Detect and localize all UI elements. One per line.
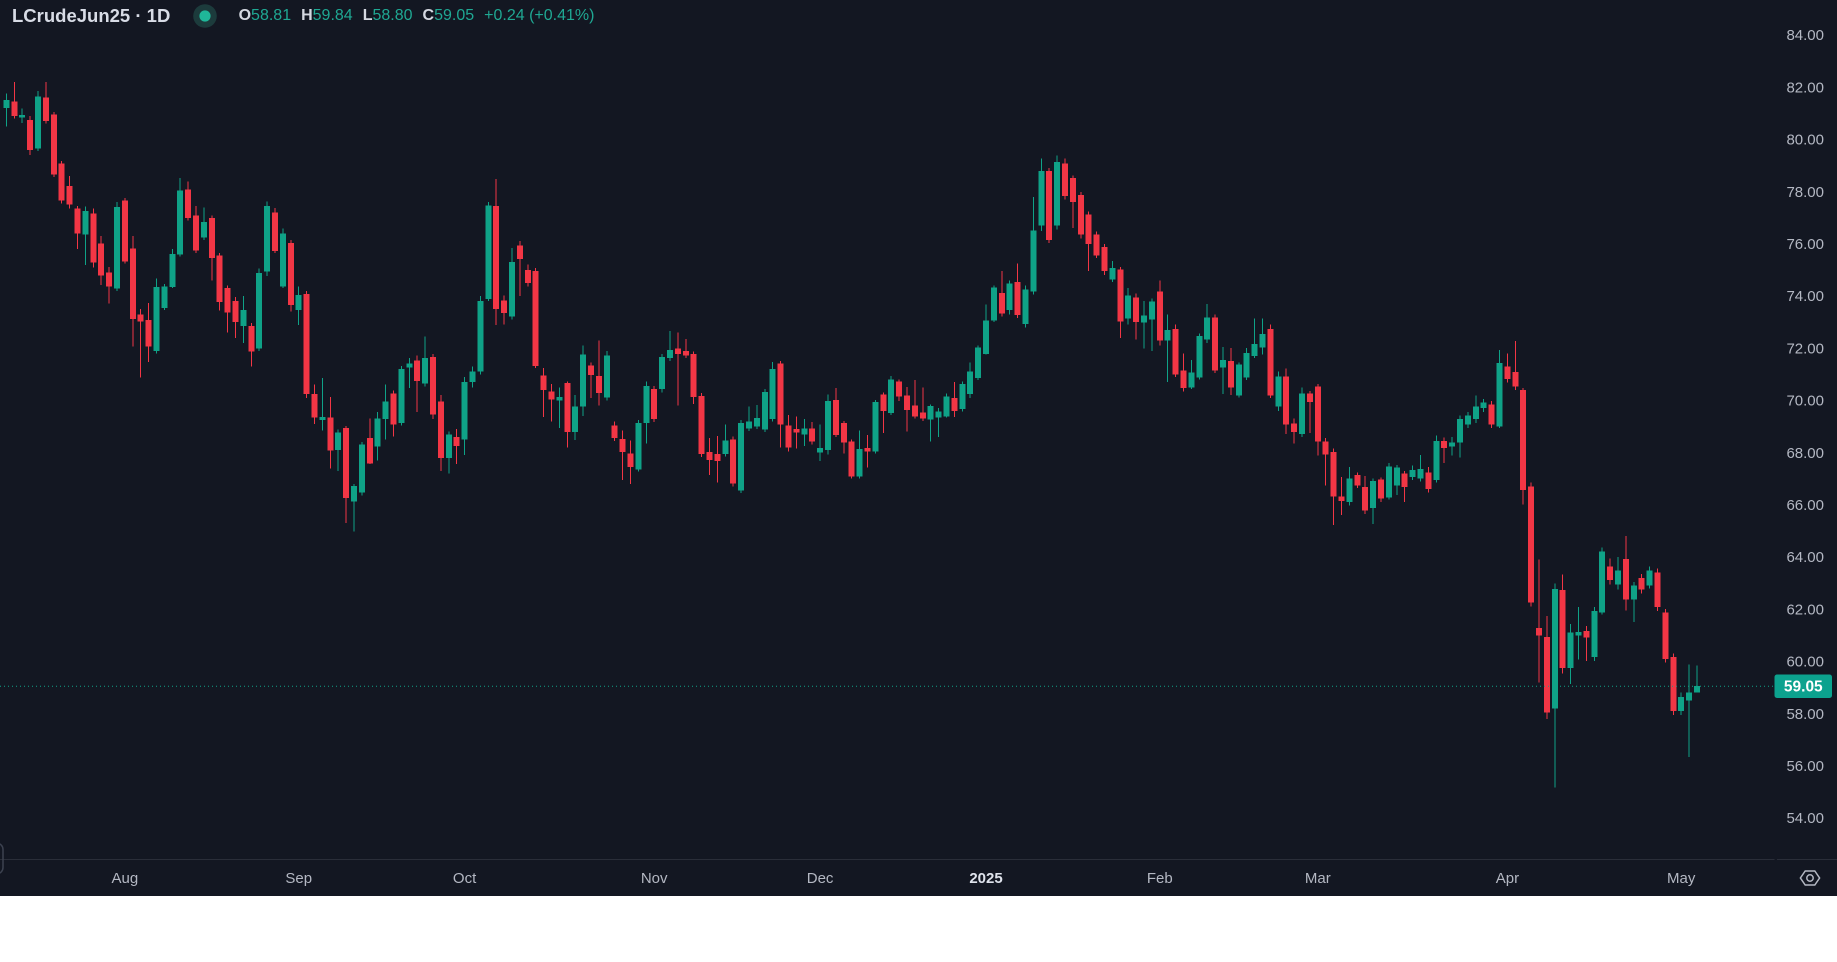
svg-text:66.00: 66.00 bbox=[1786, 497, 1824, 514]
svg-text:60.00: 60.00 bbox=[1786, 654, 1824, 671]
svg-text:Dec: Dec bbox=[807, 870, 834, 887]
svg-text:Aug: Aug bbox=[112, 870, 139, 887]
svg-text:Mar: Mar bbox=[1305, 870, 1331, 887]
svg-text:76.00: 76.00 bbox=[1786, 236, 1824, 253]
svg-text:78.00: 78.00 bbox=[1786, 184, 1824, 201]
svg-text:Sep: Sep bbox=[285, 870, 312, 887]
svg-text:Oct: Oct bbox=[453, 870, 477, 887]
svg-text:68.00: 68.00 bbox=[1786, 445, 1824, 462]
svg-text:72.00: 72.00 bbox=[1786, 340, 1824, 357]
svg-text:80.00: 80.00 bbox=[1786, 132, 1824, 149]
svg-text:56.00: 56.00 bbox=[1786, 758, 1824, 775]
svg-text:Apr: Apr bbox=[1496, 870, 1519, 887]
svg-text:82.00: 82.00 bbox=[1786, 79, 1824, 96]
svg-text:Feb: Feb bbox=[1147, 870, 1173, 887]
svg-text:62.00: 62.00 bbox=[1786, 601, 1824, 618]
svg-text:54.00: 54.00 bbox=[1786, 810, 1824, 827]
svg-text:May: May bbox=[1667, 870, 1696, 887]
svg-text:2025: 2025 bbox=[969, 870, 1002, 887]
svg-text:64.00: 64.00 bbox=[1786, 549, 1824, 566]
svg-text:70.00: 70.00 bbox=[1786, 393, 1824, 410]
svg-text:59.05: 59.05 bbox=[1784, 679, 1823, 696]
svg-text:58.00: 58.00 bbox=[1786, 706, 1824, 723]
svg-text:74.00: 74.00 bbox=[1786, 288, 1824, 305]
svg-text:84.00: 84.00 bbox=[1786, 27, 1824, 44]
svg-text:Nov: Nov bbox=[641, 870, 668, 887]
